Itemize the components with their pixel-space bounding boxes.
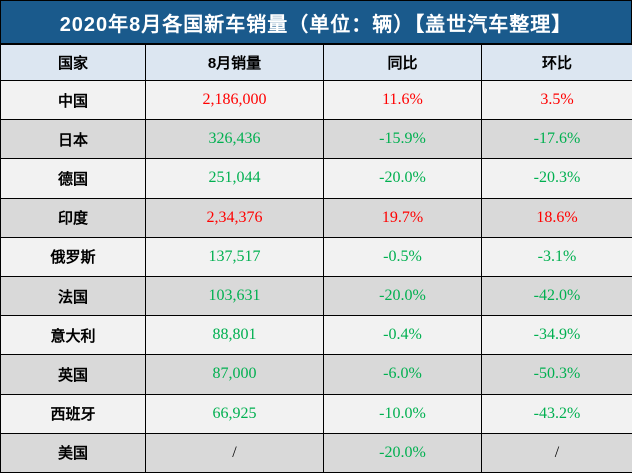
mom-cell: 18.6% bbox=[481, 197, 632, 238]
table-row-japan: 日本 326,436 -15.9% -17.6% bbox=[0, 119, 632, 160]
mom-cell: -3.1% bbox=[481, 236, 632, 277]
sales-cell: 251,044 bbox=[145, 158, 324, 199]
header-country: 国家 bbox=[0, 44, 146, 81]
sales-table: 国家 8月销量 同比 环比 中国 2,186,000 11.6% 3.5% 日本… bbox=[0, 44, 632, 473]
yoy-cell: -20.0% bbox=[323, 158, 482, 199]
sales-cell: / bbox=[145, 432, 324, 473]
sales-cell: 103,631 bbox=[145, 275, 324, 317]
sales-cell: 326,436 bbox=[145, 119, 324, 160]
header-august-sales: 8月销量 bbox=[145, 44, 324, 81]
yoy-cell: -10.0% bbox=[323, 393, 482, 434]
table-row-india: 印度 2,34,376 19.7% 18.6% bbox=[0, 197, 632, 238]
sales-cell: 66,925 bbox=[145, 393, 324, 434]
yoy-cell: -0.5% bbox=[323, 236, 482, 277]
header-row: 国家 8月销量 同比 环比 bbox=[0, 44, 632, 81]
yoy-cell: -6.0% bbox=[323, 354, 482, 395]
country-cell: 法国 bbox=[0, 275, 146, 317]
yoy-cell: -15.9% bbox=[323, 119, 482, 160]
sales-cell: 87,000 bbox=[145, 354, 324, 395]
country-cell: 中国 bbox=[0, 79, 146, 121]
header-mom: 环比 bbox=[481, 44, 632, 81]
header-yoy: 同比 bbox=[323, 44, 482, 81]
mom-cell: / bbox=[481, 432, 632, 473]
country-cell: 英国 bbox=[0, 354, 146, 395]
sales-cell: 137,517 bbox=[145, 236, 324, 277]
table-row-france: 法国 103,631 -20.0% -42.0% bbox=[0, 275, 632, 317]
table-row-spain: 西班牙 66,925 -10.0% -43.2% bbox=[0, 393, 632, 434]
country-cell: 美国 bbox=[0, 432, 146, 473]
country-cell: 俄罗斯 bbox=[0, 236, 146, 277]
mom-cell: -50.3% bbox=[481, 354, 632, 395]
yoy-cell: -0.4% bbox=[323, 315, 482, 356]
table-row-uk: 英国 87,000 -6.0% -50.3% bbox=[0, 354, 632, 395]
table-row-china: 中国 2,186,000 11.6% 3.5% bbox=[0, 79, 632, 121]
yoy-cell: -20.0% bbox=[323, 275, 482, 317]
sales-cell: 88,801 bbox=[145, 315, 324, 356]
page-title: 2020年8月各国新车销量（单位：辆）【盖世汽车整理】 bbox=[0, 0, 632, 44]
sales-cell: 2,186,000 bbox=[145, 79, 324, 121]
yoy-cell: -20.0% bbox=[323, 432, 482, 473]
country-cell: 西班牙 bbox=[0, 393, 146, 434]
yoy-cell: 19.7% bbox=[323, 197, 482, 238]
mom-cell: -42.0% bbox=[481, 275, 632, 317]
sales-cell: 2,34,376 bbox=[145, 197, 324, 238]
country-cell: 德国 bbox=[0, 158, 146, 199]
mom-cell: 3.5% bbox=[481, 79, 632, 121]
mom-cell: -17.6% bbox=[481, 119, 632, 160]
country-cell: 意大利 bbox=[0, 315, 146, 356]
table-row-germany: 德国 251,044 -20.0% -20.3% bbox=[0, 158, 632, 199]
mom-cell: -34.9% bbox=[481, 315, 632, 356]
mom-cell: -20.3% bbox=[481, 158, 632, 199]
country-cell: 印度 bbox=[0, 197, 146, 238]
table-row-italy: 意大利 88,801 -0.4% -34.9% bbox=[0, 315, 632, 356]
table-row-russia: 俄罗斯 137,517 -0.5% -3.1% bbox=[0, 236, 632, 277]
country-cell: 日本 bbox=[0, 119, 146, 160]
mom-cell: -43.2% bbox=[481, 393, 632, 434]
yoy-cell: 11.6% bbox=[323, 79, 482, 121]
table-row-usa: 美国 / -20.0% / bbox=[0, 432, 632, 473]
